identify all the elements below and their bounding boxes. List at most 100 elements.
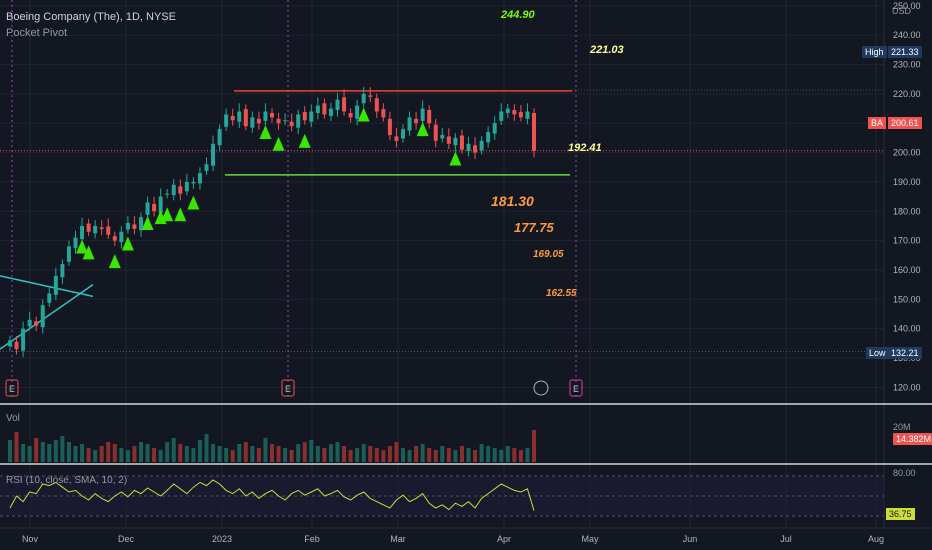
volume-bar	[309, 440, 314, 462]
candle-body	[328, 108, 333, 116]
earnings-icon: E	[569, 379, 583, 397]
price-tick-label: 160.00	[893, 265, 921, 275]
volume-bar	[171, 438, 176, 462]
price-tick-label: 150.00	[893, 294, 921, 304]
candle-body	[165, 193, 170, 195]
volume-bar	[145, 444, 150, 462]
volume-bar	[99, 446, 104, 462]
volume-bar	[80, 444, 85, 462]
candle-body	[401, 129, 405, 139]
candle-body	[230, 115, 235, 121]
volume-bar	[27, 446, 32, 462]
volume-bar	[440, 446, 445, 462]
volume-bar	[525, 448, 530, 462]
price-tick-label: 170.00	[893, 236, 921, 246]
volume-bar	[492, 448, 497, 462]
candle-body	[132, 224, 137, 229]
x-axis-label: Nov	[22, 534, 39, 544]
annotation-support: 192.41	[568, 142, 602, 154]
candle-body	[125, 223, 130, 230]
candle-body	[14, 341, 19, 350]
svg-text:E: E	[285, 384, 291, 394]
earnings-icon: E	[281, 379, 295, 397]
volume-bar	[224, 448, 229, 462]
candle-body	[119, 231, 124, 243]
low-tag: Low	[866, 347, 889, 359]
volume-bar	[86, 448, 91, 462]
volume-bar	[459, 446, 464, 462]
volume-label: Vol	[6, 413, 20, 424]
x-axis-label: Dec	[118, 534, 135, 544]
rsi-line	[9, 479, 535, 511]
candle-body	[178, 186, 183, 194]
candle-body	[60, 264, 65, 278]
price-tick-label: 140.00	[893, 324, 921, 334]
volume-bar	[243, 442, 248, 462]
candle-body	[276, 118, 281, 124]
volume-bar	[414, 446, 419, 462]
candle-body	[427, 110, 432, 124]
candle-body	[237, 111, 242, 122]
volume-bar	[387, 446, 392, 462]
volume-bar	[93, 450, 98, 462]
volume-bar	[165, 442, 170, 462]
volume-scale: 20M	[893, 422, 911, 432]
volume-bar	[361, 444, 366, 462]
pocket-pivot-marker	[161, 207, 174, 222]
candle-body	[459, 135, 464, 150]
volume-bar	[139, 442, 143, 462]
volume-bar	[342, 446, 347, 462]
volume-bar	[276, 446, 281, 462]
rsi-label[interactable]: RSI (10, close, SMA, 10, 2)	[6, 475, 128, 486]
annotation-target-top: 244.90	[501, 9, 535, 21]
candle-body	[106, 226, 111, 235]
candle-body	[73, 237, 78, 248]
price-tick-label: 190.00	[893, 177, 921, 187]
pocket-pivot-marker	[416, 122, 429, 137]
candle-body	[466, 143, 471, 152]
pocket-pivot-marker	[259, 125, 272, 140]
volume-bar	[322, 448, 327, 462]
candle-body	[309, 111, 314, 122]
candle-body	[8, 340, 12, 347]
volume-bar	[40, 442, 45, 462]
volume-bar	[256, 448, 261, 462]
pocket-pivot-marker	[272, 136, 285, 151]
candle-body	[99, 227, 104, 229]
candle-body	[420, 108, 425, 121]
candle-body	[296, 114, 301, 128]
volume-bar	[152, 448, 157, 462]
high-tag: High	[862, 46, 887, 58]
price-tick-label: 230.00	[893, 60, 921, 70]
candle-body	[152, 203, 157, 212]
price-tick-label: 250.00	[893, 1, 921, 11]
pocket-pivot-marker	[76, 239, 89, 254]
pocket-pivot-marker	[174, 207, 187, 222]
candle-body	[433, 124, 438, 141]
volume-bar	[433, 450, 438, 462]
candle-body	[512, 110, 517, 115]
indicator-name[interactable]: Pocket Pivot	[6, 27, 68, 39]
volume-bar	[217, 446, 222, 462]
candle-body	[453, 137, 458, 146]
volume-bar	[374, 448, 379, 462]
candle-body	[322, 103, 327, 115]
candle-body	[374, 98, 379, 112]
candle-body	[243, 109, 248, 127]
candle-body	[518, 112, 523, 118]
chart-title: Boeing Company (The), 1D, NYSE	[6, 11, 176, 23]
candle-body	[525, 111, 530, 119]
volume-bar	[34, 438, 39, 462]
candle-body	[473, 145, 478, 153]
currency-label: USD	[892, 6, 912, 16]
volume-bar	[466, 448, 471, 462]
volume-bar	[8, 440, 12, 462]
volume-bar	[21, 444, 26, 462]
candle-body	[145, 202, 150, 215]
candle-body	[381, 109, 386, 118]
volume-bar	[250, 446, 255, 462]
pocket-pivot-marker	[357, 107, 370, 122]
volume-bar	[420, 444, 425, 462]
volume-bar	[407, 450, 412, 462]
